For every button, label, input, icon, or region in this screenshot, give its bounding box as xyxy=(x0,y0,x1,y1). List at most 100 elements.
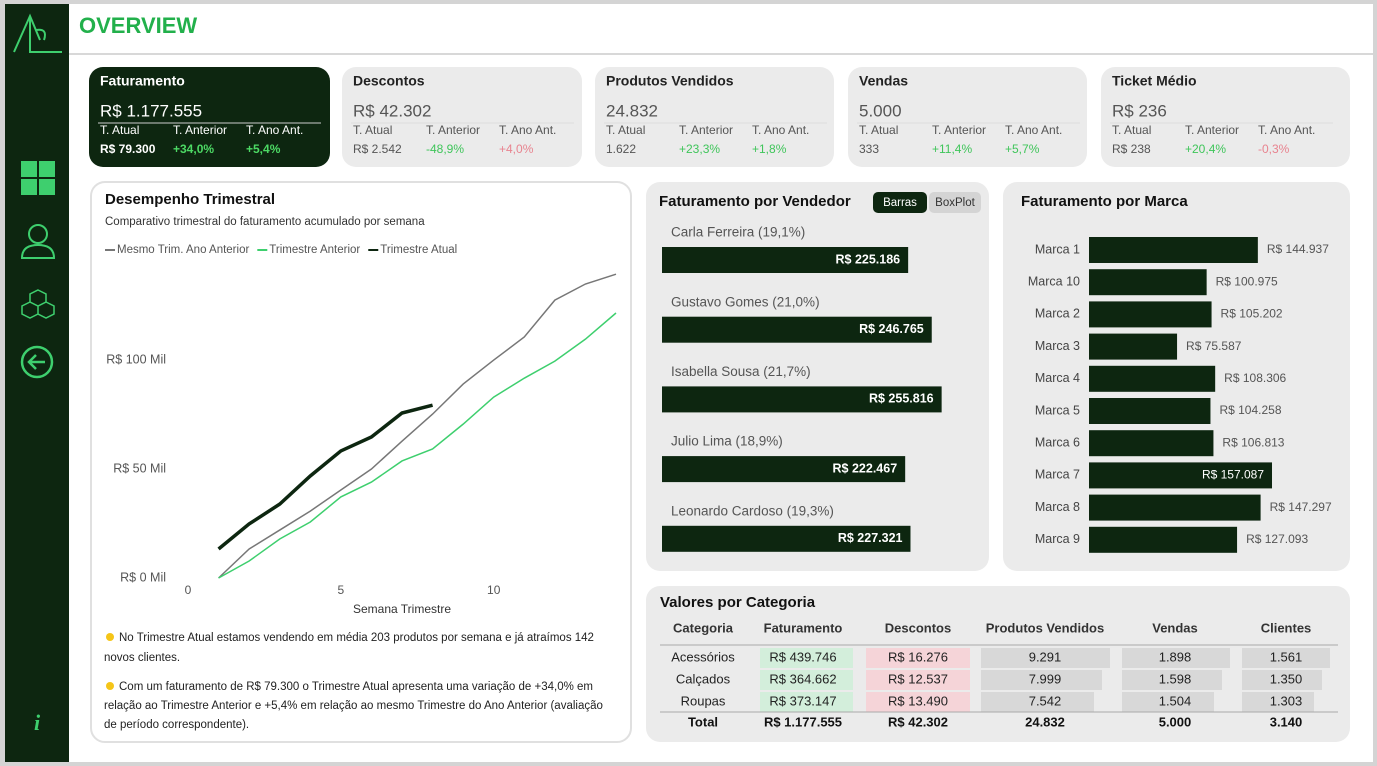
category-label: Leonardo Cardoso (19,3%) xyxy=(671,503,834,518)
value-label: R$ 222.467 xyxy=(833,461,898,475)
series-line xyxy=(218,273,617,579)
series-line xyxy=(217,403,434,551)
category-label: Carla Ferreira (19,1%) xyxy=(671,225,805,240)
kpi-value: 24.832 xyxy=(606,101,658,120)
category-label: Gustavo Gomes (21,0%) xyxy=(671,294,820,309)
toggle-label[interactable]: BoxPlot xyxy=(935,197,975,209)
kpi-sub-label: T. Ano Ant. xyxy=(752,123,809,137)
bar xyxy=(1089,365,1216,392)
logo xyxy=(13,13,62,53)
kpi-sub-label: T. Atual xyxy=(100,123,139,137)
cell-bg xyxy=(981,670,1102,690)
kpi-sub-value: +20,4% xyxy=(1185,142,1226,156)
cell-bg xyxy=(1242,670,1322,690)
bar xyxy=(1089,430,1214,457)
nav-overview[interactable] xyxy=(21,161,55,195)
kpi-sub-label: T. Ano Ant. xyxy=(1005,123,1062,137)
note-text: de período correspondente). xyxy=(104,719,249,731)
kpi-card xyxy=(342,67,582,167)
value-label: R$ 157.087 xyxy=(1202,468,1264,482)
kpi-sub-label: T. Ano Ant. xyxy=(499,123,556,137)
table-cell: R$ 439.746 xyxy=(769,649,836,664)
category-label: Marca 9 xyxy=(1035,532,1080,546)
table-cell: 7.999 xyxy=(1029,671,1062,686)
column-header: Categoria xyxy=(673,620,734,635)
total-cell: 24.832 xyxy=(1025,714,1065,729)
value-label: R$ 144.937 xyxy=(1267,242,1329,256)
kpi-value: R$ 42.302 xyxy=(353,101,431,120)
value-label: R$ 108.306 xyxy=(1224,371,1286,385)
table-cell: 1.561 xyxy=(1270,649,1303,664)
cell-bg xyxy=(1122,648,1230,668)
value-label: R$ 75.587 xyxy=(1186,339,1242,353)
bar xyxy=(1089,269,1207,296)
category-label: Marca 2 xyxy=(1035,307,1080,321)
kpi-sub-value: 1.622 xyxy=(606,142,636,156)
kpi-sub-value: +1,8% xyxy=(752,142,787,156)
x-tick-label: 10 xyxy=(487,583,501,597)
nav-products[interactable] xyxy=(21,289,55,319)
kpi-card xyxy=(89,67,330,167)
kpi-sub-label: T. Ano Ant. xyxy=(246,123,303,137)
value-label: R$ 105.202 xyxy=(1221,307,1283,321)
note-icon xyxy=(106,682,114,690)
kpi-sub-label: T. Anterior xyxy=(932,123,986,137)
bar xyxy=(662,525,911,552)
legend-label: Trimestre Anterior xyxy=(269,244,360,256)
toggle-button[interactable] xyxy=(929,192,981,213)
category-label: Marca 7 xyxy=(1035,468,1080,482)
kpi-sub-value: R$ 238 xyxy=(1112,142,1151,156)
sidebar xyxy=(5,4,69,762)
category-label: Julio Lima (18,9%) xyxy=(671,434,783,449)
toggle-label[interactable]: Barras xyxy=(883,197,917,209)
kpi-sub-value: +23,3% xyxy=(679,142,720,156)
kpi-sub-label: T. Anterior xyxy=(1185,123,1239,137)
table-cell: 1.504 xyxy=(1159,693,1192,708)
column-header: Produtos Vendidos xyxy=(986,620,1104,635)
table-cell: Roupas xyxy=(681,693,726,708)
kpi-value: R$ 1.177.555 xyxy=(100,101,202,120)
kpi-card xyxy=(1101,67,1350,167)
y-tick-label: R$ 50 Mil xyxy=(113,461,166,475)
kpi-title: Vendas xyxy=(859,73,908,89)
cell-bg xyxy=(866,648,970,668)
total-cell: 5.000 xyxy=(1159,714,1192,729)
bar xyxy=(662,247,909,273)
kpi-sub-value: -0,3% xyxy=(1258,142,1290,156)
table-title: Valores por Categoria xyxy=(660,594,816,611)
category-label: Marca 10 xyxy=(1028,274,1080,288)
value-label: R$ 225.186 xyxy=(836,252,901,266)
kpi-title: Ticket Médio xyxy=(1112,73,1197,89)
note-text: Com um faturamento de R$ 79.300 o Trimes… xyxy=(119,681,593,693)
kpi-sub-value: +5,7% xyxy=(1005,142,1040,156)
note-icon xyxy=(106,633,114,641)
toggle-button[interactable] xyxy=(873,192,927,213)
chart-title: Faturamento por Vendedor xyxy=(659,193,851,210)
kpi-card xyxy=(848,67,1087,167)
cell-bg xyxy=(760,692,853,712)
y-tick-label: R$ 100 Mil xyxy=(106,352,166,366)
kpi-title: Descontos xyxy=(353,73,425,89)
table-cell: R$ 12.537 xyxy=(888,671,948,686)
kpi-sub-value: -48,9% xyxy=(426,142,464,156)
kpi-title: Produtos Vendidos xyxy=(606,73,734,89)
bar xyxy=(1089,237,1258,263)
series-line xyxy=(218,312,617,579)
line-card xyxy=(90,181,632,743)
nav-info[interactable]: i xyxy=(34,710,41,735)
table-cell: 1.303 xyxy=(1270,693,1303,708)
column-header: Clientes xyxy=(1261,620,1312,635)
total-cell: Total xyxy=(688,714,718,729)
kpi-card xyxy=(595,67,834,167)
nav-clients[interactable] xyxy=(20,224,56,259)
cell-bg xyxy=(1122,692,1214,712)
table-cell: 9.291 xyxy=(1029,649,1062,664)
value-label: R$ 246.765 xyxy=(859,322,924,336)
nav-back[interactable] xyxy=(20,345,54,379)
legend-label: Trimestre Atual xyxy=(380,244,457,256)
cell-bg xyxy=(760,648,853,668)
cell-bg xyxy=(866,670,970,690)
bar xyxy=(1089,301,1212,328)
